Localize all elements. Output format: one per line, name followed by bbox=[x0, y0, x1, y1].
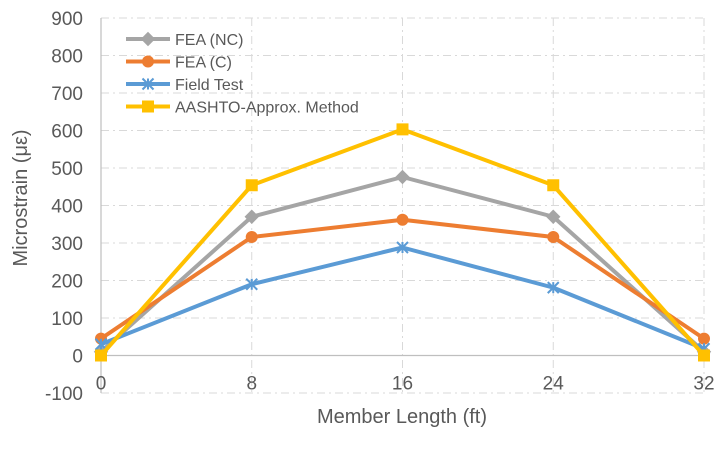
data-point bbox=[244, 209, 259, 224]
y-tick-label: 800 bbox=[51, 47, 83, 68]
x-tick-label: 32 bbox=[693, 374, 714, 395]
legend-label: AASHTO-Approx. Method bbox=[175, 100, 359, 117]
legend-item: FEA (C) bbox=[126, 55, 232, 72]
y-tick-label: 900 bbox=[51, 9, 83, 30]
legend-marker bbox=[142, 55, 154, 68]
y-tick-label: -100 bbox=[45, 384, 83, 405]
legend-marker bbox=[141, 77, 155, 91]
x-tick-label: 24 bbox=[543, 374, 565, 395]
axes bbox=[100, 18, 704, 393]
data-point bbox=[396, 241, 409, 254]
x-tick-label: 0 bbox=[96, 374, 107, 395]
legend-item: FEA (NC) bbox=[126, 31, 243, 49]
data-point bbox=[245, 278, 258, 291]
y-tick-label: 400 bbox=[51, 197, 83, 218]
legend-label: FEA (NC) bbox=[175, 32, 243, 49]
legend-label: FEA (C) bbox=[175, 55, 232, 72]
data-point bbox=[547, 231, 560, 243]
y-tick-label: 0 bbox=[72, 347, 83, 368]
series bbox=[93, 123, 712, 362]
data-point bbox=[547, 281, 560, 294]
legend-item: Field Test bbox=[126, 77, 244, 94]
legend-item: AASHTO-Approx. Method bbox=[126, 100, 359, 117]
x-tick-label: 16 bbox=[392, 374, 413, 395]
data-point bbox=[95, 349, 107, 362]
data-point bbox=[395, 169, 410, 185]
y-tick-label: 500 bbox=[51, 159, 83, 180]
series-2 bbox=[94, 241, 711, 355]
data-point bbox=[396, 123, 409, 136]
data-point bbox=[245, 179, 258, 192]
y-tick-label: 200 bbox=[51, 272, 83, 293]
legend: FEA (NC) FEA (C) Field Test AASHTO-Approx. … bbox=[126, 31, 359, 117]
legend-label: Field Test bbox=[175, 77, 244, 94]
y-tick-label: 100 bbox=[51, 309, 83, 330]
data-point bbox=[698, 332, 710, 345]
y-tick-label: 600 bbox=[51, 122, 83, 143]
y-tick-label: 300 bbox=[51, 234, 83, 255]
tick-labels: -100 0 100 200 300 400 500 600 700 800 900 0 8 16 24 32 bbox=[45, 9, 715, 405]
data-point bbox=[547, 179, 560, 192]
series-3 bbox=[95, 123, 710, 362]
legend-marker bbox=[140, 31, 156, 47]
x-axis-title: Member Length (ft) bbox=[317, 406, 487, 428]
y-axis-title: Microstrain (με) bbox=[10, 129, 32, 266]
data-point bbox=[546, 209, 561, 224]
data-point bbox=[698, 349, 710, 362]
x-tick-label: 8 bbox=[246, 374, 257, 395]
data-point bbox=[245, 231, 258, 243]
y-tick-label: 700 bbox=[51, 84, 83, 105]
series-line bbox=[100, 245, 705, 351]
legend-marker bbox=[142, 100, 154, 113]
data-point bbox=[94, 338, 108, 351]
grid bbox=[101, 17, 705, 394]
data-point bbox=[396, 213, 409, 226]
